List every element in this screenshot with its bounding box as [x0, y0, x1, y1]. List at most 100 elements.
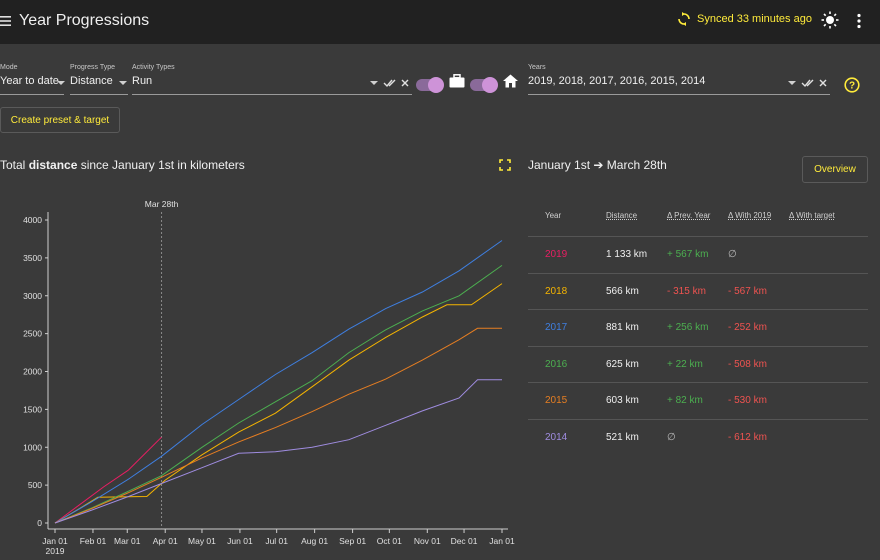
series-line-2018	[54, 283, 503, 524]
x-tick-label: Sep 01	[339, 536, 366, 546]
progress-type-value: Distance	[70, 75, 113, 87]
distance-cell: 625 km	[606, 358, 639, 370]
table-row: 2015 603 km + 82 km - 530 km	[528, 382, 868, 419]
fullscreen-icon[interactable]	[499, 159, 511, 171]
app-bar: Year Progressions Synced 33 minutes ago	[0, 0, 880, 44]
commute-toggle[interactable]	[470, 77, 498, 93]
progress-type-select[interactable]: Progress Type Distance	[70, 64, 128, 87]
marker-label: Mar 28th	[145, 199, 179, 209]
distance-cell: 566 km	[606, 285, 639, 297]
menu-icon[interactable]	[0, 14, 12, 28]
progress-type-label: Progress Type	[70, 64, 116, 71]
create-preset-button[interactable]: Create preset & target	[0, 107, 120, 133]
mode-caret-icon[interactable]	[57, 81, 65, 85]
activity-types-select[interactable]: Activity Types Run	[132, 64, 412, 87]
y-tick-label: 3500	[23, 253, 42, 263]
more-vert-icon[interactable]	[856, 13, 862, 29]
distance-cell: 881 km	[606, 322, 639, 333]
range-title: January 1st ➔ March 28th	[528, 158, 667, 172]
select-all-icon[interactable]	[383, 78, 397, 88]
progress-type-caret-icon[interactable]	[119, 81, 127, 85]
svg-text:?: ?	[849, 81, 855, 92]
series-line-2015	[54, 327, 502, 524]
years-caret-icon[interactable]	[788, 81, 796, 85]
x-tick-label: Jun 01	[227, 536, 253, 546]
x-tick-label: Feb 01	[80, 536, 107, 546]
app-title: Year Progressions	[19, 12, 150, 29]
year-cell: 2015	[545, 395, 568, 406]
delta-2019-cell: - 612 km	[728, 431, 767, 443]
x-tick-label: Apr 01	[153, 536, 178, 546]
x-tick-label: Aug 01	[301, 536, 328, 546]
years-select-all-icon[interactable]	[801, 78, 815, 88]
x-tick-label: Jan 01	[489, 536, 515, 546]
y-tick-label: 4000	[23, 215, 42, 225]
overview-button[interactable]: Overview	[802, 156, 868, 183]
delta-prev-cell: - 315 km	[667, 285, 706, 297]
y-tick-label: 500	[28, 480, 42, 490]
col-delta-2019: Δ With 2019	[728, 211, 772, 220]
y-tick-label: 0	[37, 518, 42, 528]
delta-prev-cell: ∅	[667, 431, 676, 443]
briefcase-icon	[449, 74, 465, 88]
table-row: 2017 881 km + 256 km - 252 km	[528, 309, 868, 346]
year-cell: 2017	[545, 322, 568, 333]
sync-text: Synced 33 minutes ago	[697, 13, 812, 25]
mode-underline	[0, 94, 64, 95]
years-underline	[528, 94, 830, 95]
progression-chart: 0 500 1000 1500 2000 2500 3000 3500 4000 Jan 01 Fe…	[23, 199, 515, 556]
y-tick-label: 3000	[23, 291, 42, 301]
table-row: 2016 625 km + 22 km - 508 km	[528, 345, 868, 383]
x-tick-label: Jan 01	[42, 536, 68, 546]
y-tick-label: 1500	[23, 404, 42, 414]
x-tick-label: Nov 01	[414, 536, 441, 546]
chart-title-metric: distance	[28, 158, 78, 172]
years-clear-icon[interactable]	[819, 79, 827, 87]
col-delta-target: Δ With target	[789, 211, 835, 220]
delta-2019-cell: - 508 km	[728, 358, 767, 370]
x-tick-label: Mar 01	[114, 536, 141, 546]
delta-prev-cell: + 567 km	[667, 249, 709, 260]
sync-status[interactable]: Synced 33 minutes ago	[677, 12, 812, 26]
year-cell: 2019	[545, 249, 568, 260]
years-label: Years	[528, 64, 546, 71]
help-icon[interactable]: ?	[844, 77, 860, 93]
chart-title: Total distance since January 1st in kilo…	[0, 158, 245, 172]
col-delta-prev: Δ Prev. Year	[667, 211, 711, 220]
activity-types-underline	[132, 94, 412, 95]
x-tick-year-label: 2019	[46, 546, 65, 556]
progress-type-underline	[70, 94, 128, 95]
home-icon	[503, 74, 518, 88]
y-tick-label: 2000	[23, 367, 42, 377]
series-line-2017	[54, 240, 503, 524]
distance-cell: 1 133 km	[606, 249, 648, 260]
distance-cell: 603 km	[606, 395, 639, 406]
mode-select[interactable]: Mode Year to date	[0, 64, 62, 87]
col-year: Year	[545, 211, 562, 220]
activity-types-value: Run	[132, 75, 153, 87]
activity-types-label: Activity Types	[132, 64, 175, 71]
brightness-icon[interactable]	[821, 11, 839, 29]
years-select[interactable]: Years 2019, 2018, 2017, 2016, 2015, 2014	[528, 64, 828, 87]
table-row: 2019 1 133 km + 567 km ∅	[528, 236, 868, 273]
sync-icon	[678, 12, 690, 26]
series-line-2019	[54, 436, 162, 524]
year-cell: 2018	[545, 285, 568, 297]
range-to: March 28th	[606, 158, 667, 172]
y-tick-label: 2500	[23, 329, 42, 339]
activity-toggle[interactable]	[416, 77, 444, 93]
mode-value: Year to date	[0, 75, 59, 87]
table-row: 2018 566 km - 315 km - 567 km	[528, 272, 868, 310]
clear-icon[interactable]	[401, 79, 409, 87]
distance-cell: 521 km	[606, 431, 639, 443]
x-tick-label: Dec 01	[451, 536, 478, 546]
activity-types-caret-icon[interactable]	[370, 81, 378, 85]
year-cell: 2014	[545, 431, 568, 443]
delta-prev-cell: + 256 km	[667, 322, 709, 333]
x-tick-label: Oct 01	[377, 536, 402, 546]
series-line-2014	[54, 379, 502, 524]
delta-2019-cell: ∅	[728, 249, 737, 260]
range-from: January 1st	[528, 158, 591, 172]
x-tick-label: Jul 01	[265, 536, 288, 546]
col-distance: Distance	[606, 211, 638, 220]
